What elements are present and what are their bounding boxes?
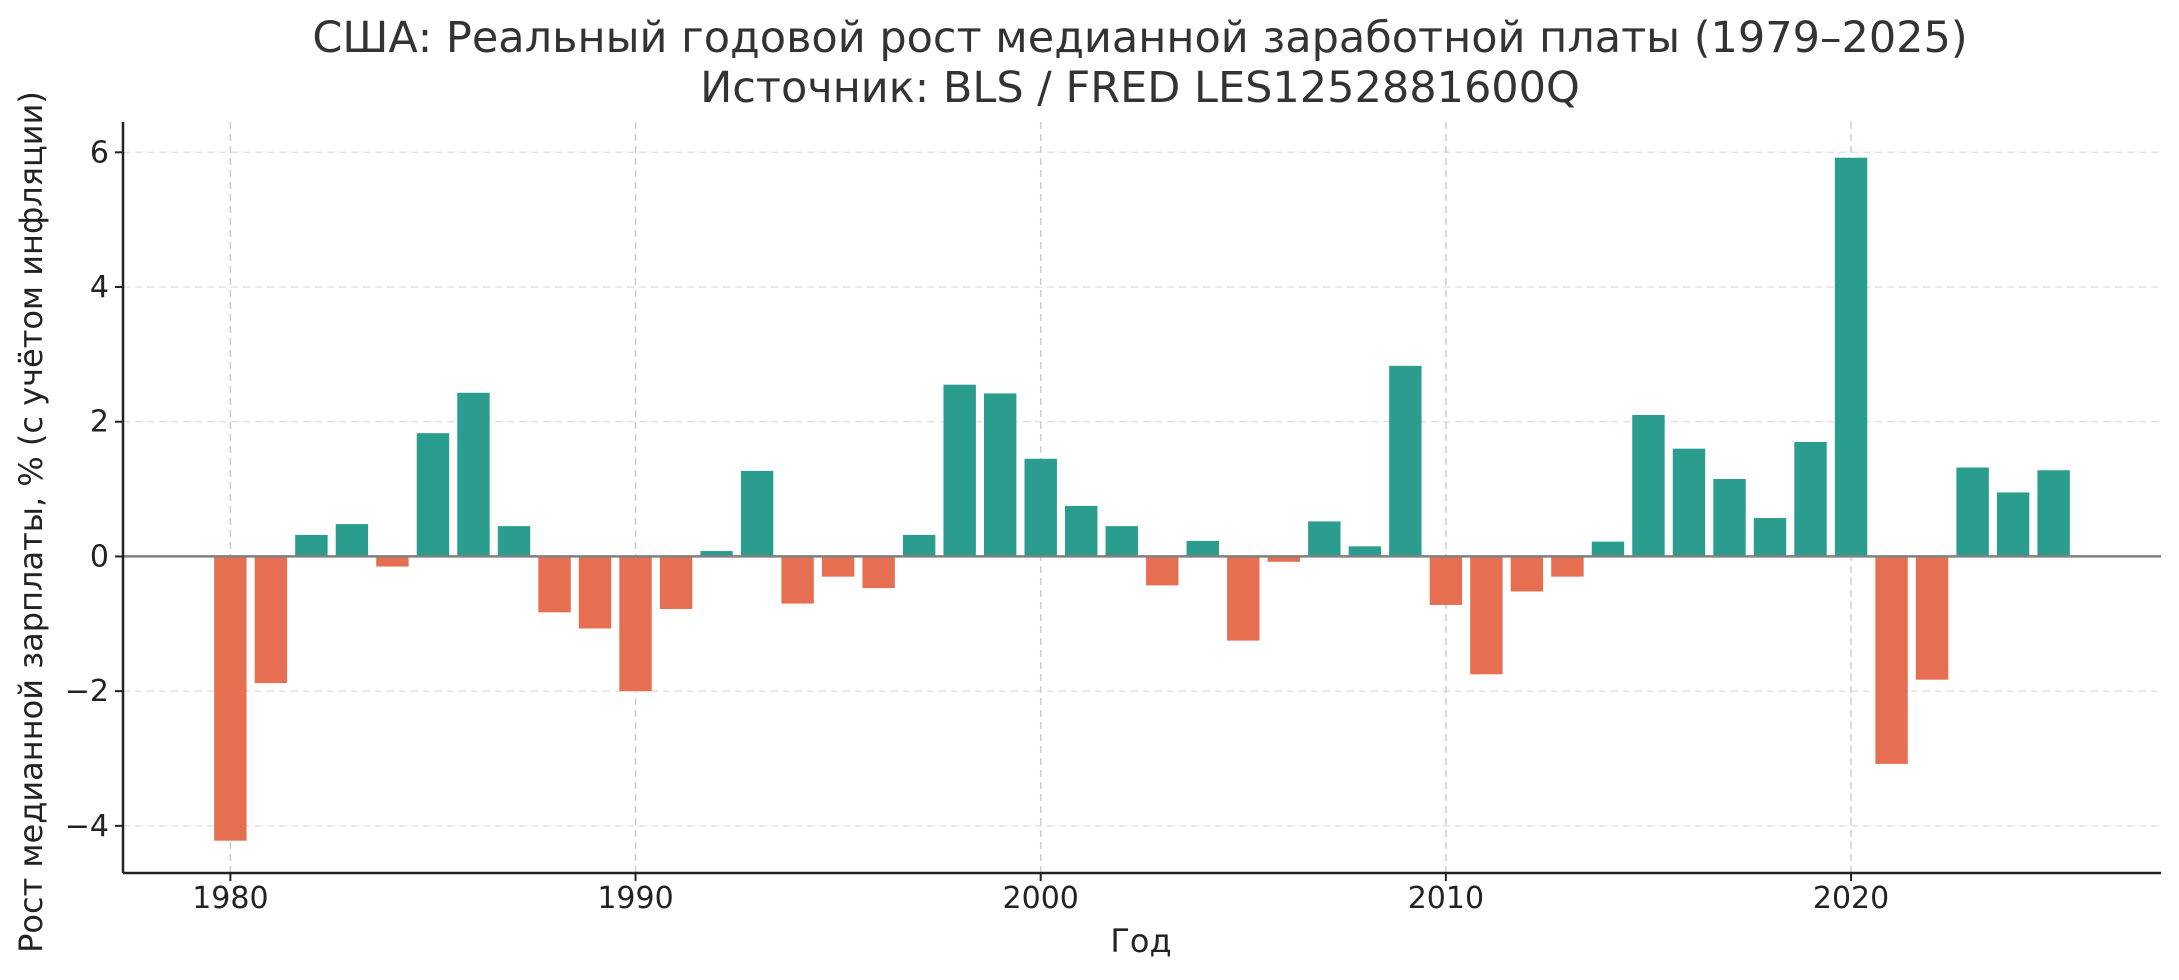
bar-1987 — [497, 526, 531, 557]
bar-1991 — [659, 556, 693, 609]
bar-2016 — [1672, 448, 1706, 557]
bar-1980 — [214, 556, 247, 841]
bar-1993 — [740, 470, 774, 557]
bar-2003 — [1146, 556, 1179, 586]
bar-2012 — [1510, 556, 1544, 592]
bar-1990 — [619, 556, 652, 692]
bar-2025 — [2037, 470, 2070, 557]
bar-2024 — [1996, 492, 2030, 557]
y-tick-label: 0 — [90, 539, 109, 574]
bar-2019 — [1794, 441, 1827, 557]
y-tick-label: −4 — [65, 809, 109, 844]
y-tick-label: 4 — [90, 270, 109, 305]
bar-2002 — [1105, 526, 1138, 557]
bar-2011 — [1470, 556, 1503, 675]
bar-2015 — [1632, 414, 1665, 557]
bar-1988 — [538, 556, 571, 613]
bar-1995 — [821, 556, 855, 577]
bar-2000 — [1024, 458, 1057, 557]
bar-2017 — [1713, 478, 1746, 557]
y-tick-label: 6 — [90, 135, 109, 170]
bar-2021 — [1875, 556, 1908, 764]
bar-2020 — [1834, 157, 1868, 557]
bar-1982 — [295, 534, 328, 557]
x-axis-label: Год — [1110, 922, 1171, 960]
x-tick-label: 2010 — [1408, 881, 1484, 916]
bar-2023 — [1956, 467, 1989, 557]
bar-1986 — [457, 392, 490, 557]
y-ticks: −4 −2 0 2 4 6 — [65, 135, 123, 844]
bar-1985 — [416, 433, 450, 557]
x-ticks: 1980 1990 2000 2010 2020 — [192, 873, 1889, 916]
y-tick-label: 2 — [90, 405, 109, 440]
x-tick-label: 2020 — [1813, 881, 1889, 916]
bar-2018 — [1753, 518, 1787, 557]
y-axis-label: Рост медианной зарплаты, % (с учётом инф… — [12, 91, 50, 953]
bar-1999 — [983, 393, 1017, 557]
axes — [121, 122, 2161, 875]
bar-1992 — [700, 551, 733, 557]
x-tick-label: 2000 — [1003, 881, 1079, 916]
bar-2010 — [1429, 556, 1463, 605]
bar-2005 — [1227, 556, 1260, 641]
bar-1997 — [902, 534, 936, 557]
bar-2022 — [1915, 556, 1949, 680]
bar-2006 — [1267, 556, 1301, 562]
bar-2014 — [1591, 541, 1625, 557]
bar-2004 — [1186, 540, 1219, 557]
y-tick-label: −2 — [65, 674, 109, 709]
bar-2001 — [1065, 505, 1098, 557]
bar-1989 — [578, 556, 612, 629]
bar-1996 — [862, 556, 895, 589]
bar-1981 — [254, 556, 288, 684]
x-tick-label: 1980 — [192, 881, 268, 916]
bar-1983 — [335, 524, 369, 557]
bar-1984 — [376, 556, 409, 567]
bar-2009 — [1389, 365, 1422, 557]
bar-2013 — [1551, 556, 1584, 577]
bar-1994 — [781, 556, 814, 604]
bar-2008 — [1348, 546, 1382, 557]
chart-title: США: Реальный годовой рост медианной зар… — [312, 13, 1967, 63]
chart-subtitle: Источник: BLS / FRED LES1252881600Q — [700, 63, 1580, 113]
bars — [214, 157, 2070, 841]
bar-1998 — [943, 384, 976, 557]
x-tick-label: 1990 — [597, 881, 673, 916]
bar-2007 — [1308, 521, 1341, 557]
